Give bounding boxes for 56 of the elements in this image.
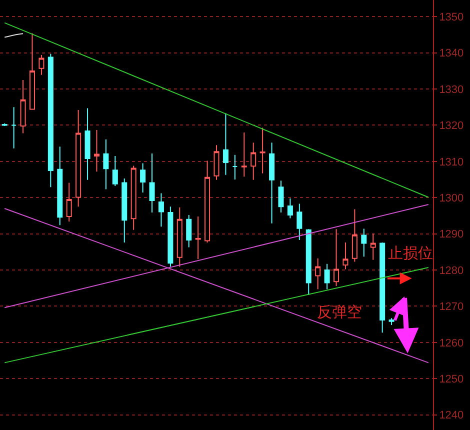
y-tick-label: 1250	[439, 373, 464, 386]
y-tick-label: 1240	[439, 410, 464, 422]
y-tick-label: 1330	[439, 84, 464, 96]
candlestick	[158, 192, 164, 228]
candlestick	[84, 108, 90, 180]
candlestick	[76, 110, 82, 208]
candlestick	[186, 214, 192, 248]
y-tick-label: 1310	[439, 156, 464, 168]
candlestick	[103, 138, 109, 190]
candlestick	[342, 242, 348, 270]
y-tick-label: 1290	[439, 228, 464, 241]
candlestick	[260, 127, 266, 174]
candlestick	[112, 156, 118, 187]
candlestick	[287, 198, 293, 219]
candlestick	[278, 180, 284, 213]
candlestick	[296, 203, 302, 240]
y-tick-label: 1270	[439, 301, 464, 314]
candlestick	[94, 129, 100, 172]
candlestick	[370, 232, 376, 260]
candlestick	[324, 263, 330, 290]
candlestick	[352, 208, 358, 262]
candlestick	[241, 132, 247, 178]
candlestick	[122, 178, 128, 244]
candlestick	[195, 216, 201, 260]
candlestick	[232, 154, 238, 180]
candlestick	[334, 228, 340, 286]
candlestick	[361, 228, 367, 258]
candlestick	[315, 258, 321, 290]
candlestick	[380, 242, 386, 334]
candlestick	[11, 106, 17, 149]
candlestick	[168, 206, 174, 268]
annotation: 止损位	[388, 244, 433, 262]
candlestick	[130, 165, 136, 230]
candlestick	[204, 160, 210, 244]
candlestick	[176, 206, 182, 268]
candlestick	[57, 146, 63, 226]
candlestick	[306, 228, 312, 296]
candlestick	[388, 318, 394, 326]
y-tick-label: 1340	[439, 48, 464, 60]
y-tick-label: 1280	[439, 264, 464, 277]
annotation: 反弹空	[317, 303, 362, 321]
candlestick	[29, 32, 35, 110]
candlestick	[250, 142, 256, 180]
candlestick	[140, 162, 146, 194]
candlestick	[149, 152, 155, 213]
y-tick-label: 1350	[439, 12, 464, 24]
candlestick	[66, 182, 72, 222]
candlestick	[222, 112, 228, 176]
y-tick-label: 1320	[439, 120, 464, 132]
y-tick-label: 1300	[439, 192, 464, 204]
candlestick	[214, 144, 220, 180]
y-tick-label: 1260	[439, 337, 464, 350]
candlestick	[48, 53, 54, 188]
candlestick	[269, 142, 275, 224]
candlestick	[20, 79, 26, 134]
candlestick	[38, 54, 44, 76]
